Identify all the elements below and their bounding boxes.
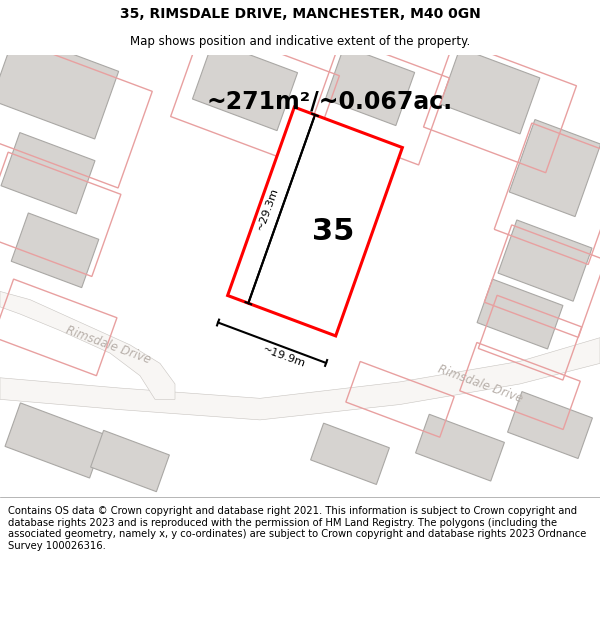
Text: ~271m²/~0.067ac.: ~271m²/~0.067ac.: [207, 89, 453, 113]
Polygon shape: [416, 414, 505, 481]
Polygon shape: [11, 213, 99, 288]
Text: 35: 35: [312, 217, 354, 246]
Polygon shape: [477, 279, 563, 349]
Polygon shape: [227, 107, 403, 336]
Polygon shape: [0, 338, 600, 420]
Text: ~29.3m: ~29.3m: [255, 186, 280, 232]
Polygon shape: [91, 431, 169, 492]
Polygon shape: [0, 32, 119, 139]
Polygon shape: [498, 220, 592, 301]
Polygon shape: [325, 46, 415, 126]
Text: ~19.9m: ~19.9m: [261, 345, 307, 369]
Polygon shape: [193, 41, 298, 131]
Polygon shape: [509, 119, 600, 217]
Text: Rimsdale Drive: Rimsdale Drive: [64, 324, 152, 366]
Text: Rimsdale Drive: Rimsdale Drive: [436, 362, 524, 406]
Polygon shape: [1, 132, 95, 214]
Polygon shape: [0, 291, 175, 399]
Text: Map shows position and indicative extent of the property.: Map shows position and indicative extent…: [130, 35, 470, 48]
Polygon shape: [311, 423, 389, 484]
Polygon shape: [440, 48, 540, 134]
Text: Contains OS data © Crown copyright and database right 2021. This information is : Contains OS data © Crown copyright and d…: [8, 506, 586, 551]
Polygon shape: [508, 392, 592, 459]
Polygon shape: [5, 403, 105, 478]
Text: 35, RIMSDALE DRIVE, MANCHESTER, M40 0GN: 35, RIMSDALE DRIVE, MANCHESTER, M40 0GN: [119, 7, 481, 21]
